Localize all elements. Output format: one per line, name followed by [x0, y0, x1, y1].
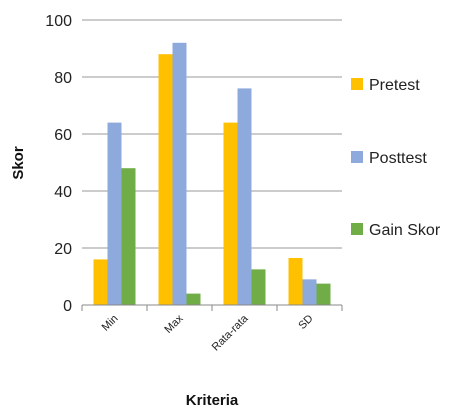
x-tick-label: Min — [100, 313, 121, 334]
bar-posttest — [172, 42, 187, 306]
bar-gain-skor — [121, 168, 136, 305]
x-tick-label: Rata-rata — [210, 312, 252, 354]
x-tick-label: Max — [162, 312, 186, 336]
legend-label: Posttest — [369, 150, 427, 167]
bar-gain-skor — [251, 269, 266, 305]
bar-gain-skor — [186, 293, 201, 305]
legend-label: Pretest — [369, 77, 420, 94]
bar-pretest — [158, 54, 173, 306]
bar-posttest — [302, 279, 317, 305]
bar-posttest — [107, 122, 122, 305]
y-tick-label: 20 — [54, 241, 72, 258]
bar-pretest — [223, 122, 238, 305]
bar-gain-skor — [316, 283, 331, 305]
y-axis-title: Skor — [10, 146, 27, 180]
bar-pretest — [288, 257, 303, 305]
y-tick-labels: 0 20 40 60 80 100 — [45, 13, 72, 315]
bars — [93, 42, 331, 306]
y-tick-label: 100 — [45, 13, 72, 30]
legend-swatch — [351, 151, 363, 163]
x-tick-label: SD — [296, 313, 315, 332]
y-tick-label: 60 — [54, 127, 72, 144]
legend: Pretest Posttest Gain Skor — [351, 77, 441, 239]
legend-label: Gain Skor — [369, 222, 441, 239]
bar-pretest — [93, 259, 108, 305]
y-tick-label: 40 — [54, 184, 72, 201]
bar-posttest — [237, 88, 252, 306]
legend-swatch — [351, 78, 363, 90]
legend-swatch — [351, 223, 363, 235]
y-tick-label: 80 — [54, 70, 72, 87]
x-axis-title: Kriteria — [186, 392, 239, 409]
y-tick-label: 0 — [63, 298, 72, 315]
x-tick-labels: Min Max Rata-rata SD — [100, 312, 316, 354]
